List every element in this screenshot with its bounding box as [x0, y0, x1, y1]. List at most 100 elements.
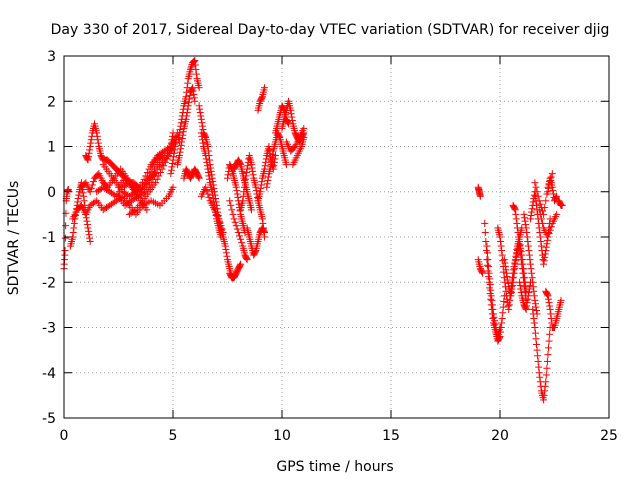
data-point: [93, 129, 101, 137]
data-point: [241, 175, 249, 183]
data-point: [537, 242, 545, 250]
data-point: [484, 256, 492, 264]
data-point: [534, 352, 542, 360]
data-point: [204, 169, 212, 177]
data-point: [190, 94, 198, 102]
data-point: [264, 173, 272, 181]
data-point: [499, 309, 507, 317]
data-point: [252, 187, 260, 195]
data-point: [130, 207, 138, 215]
data-point: [260, 227, 268, 235]
data-point: [237, 235, 245, 243]
data-point: [197, 112, 205, 120]
data-point: [223, 252, 231, 260]
data-point: [485, 262, 493, 270]
data-point: [547, 223, 555, 231]
data-point: [510, 269, 518, 277]
data-point: [62, 222, 70, 230]
data-point: [177, 145, 185, 153]
data-point: [152, 179, 160, 187]
data-point: [190, 57, 198, 65]
data-point: [233, 187, 241, 195]
data-point: [171, 146, 179, 154]
data-point: [217, 222, 225, 230]
data-point: [528, 208, 536, 216]
data-point: [476, 192, 484, 200]
data-point: [506, 296, 514, 304]
data-point: [487, 286, 495, 294]
data-point: [198, 136, 206, 144]
data-point: [545, 344, 553, 352]
data-point: [190, 58, 198, 66]
data-point: [496, 233, 504, 241]
data-point: [231, 218, 239, 226]
y-axis-label: SDTVAR / TECUs: [6, 181, 22, 296]
data-point: [224, 174, 231, 182]
data-point: [240, 183, 248, 191]
y-tick-label: 1: [47, 140, 56, 156]
data-point: [512, 253, 520, 261]
data-point: [284, 119, 292, 127]
data-point: [502, 266, 510, 274]
data-point: [535, 363, 543, 371]
data-point: [517, 248, 525, 256]
data-point: [529, 283, 537, 291]
data-point: [545, 230, 553, 238]
data-point: [549, 187, 557, 195]
data-point: [525, 288, 533, 296]
data-point: [522, 305, 530, 313]
data-point: [486, 281, 494, 289]
data-point: [248, 164, 256, 172]
data-point: [498, 314, 506, 322]
data-point: [546, 226, 554, 234]
x-tick-label: 10: [273, 428, 291, 444]
data-point: [536, 200, 544, 208]
data-point: [75, 191, 83, 199]
data-point: [528, 205, 536, 213]
data-point: [504, 279, 512, 287]
data-point: [487, 292, 495, 300]
data-point: [84, 224, 92, 232]
data-point: [87, 184, 95, 192]
data-point: [523, 228, 531, 236]
data-point: [488, 301, 496, 309]
data-point: [189, 84, 197, 92]
x-tick-label: 15: [382, 428, 400, 444]
data-point: [531, 324, 539, 331]
data-point: [532, 335, 540, 343]
y-tick-label: -1: [42, 230, 56, 246]
data-point: [196, 105, 204, 113]
data-point: [161, 158, 169, 166]
data-point: [478, 268, 486, 276]
data-point: [507, 292, 515, 300]
data-point: [500, 256, 508, 264]
data-point: [268, 154, 276, 162]
data-point: [513, 219, 521, 227]
data-point: [184, 79, 192, 87]
data-point: [483, 242, 491, 250]
data-point: [247, 206, 255, 214]
data-point: [539, 219, 547, 227]
data-point: [534, 357, 542, 365]
data-point: [191, 61, 199, 69]
data-point: [70, 224, 78, 232]
data-point: [522, 224, 530, 232]
data-point: [545, 295, 553, 303]
data-point: [531, 300, 539, 308]
data-point: [518, 260, 526, 268]
data-point: [178, 135, 186, 143]
data-point: [236, 207, 244, 215]
data-point: [243, 256, 251, 264]
data-point: [215, 215, 223, 223]
data-point: [176, 148, 184, 156]
data-point: [519, 274, 527, 282]
data-point: [185, 95, 193, 103]
data-point: [268, 157, 276, 165]
data-point: [519, 269, 527, 277]
data-point: [505, 301, 513, 309]
data-point: [89, 178, 97, 186]
data-point: [261, 228, 269, 236]
data-point: [155, 172, 163, 180]
data-point: [501, 262, 509, 270]
data-point: [509, 278, 517, 286]
